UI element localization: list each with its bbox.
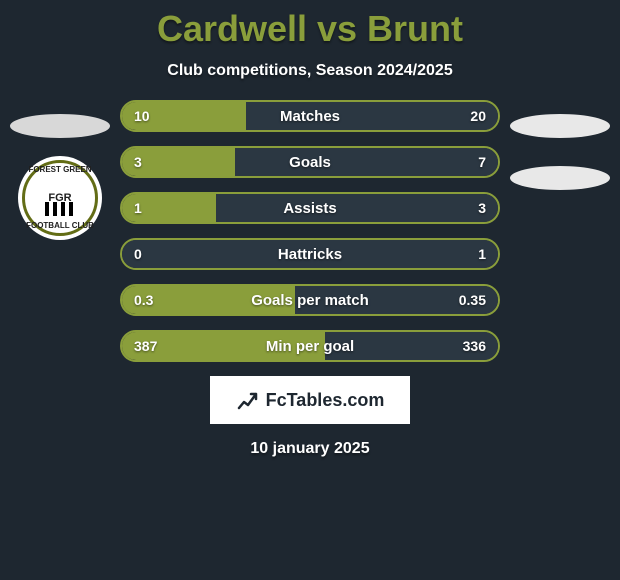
stat-label: Matches — [122, 102, 498, 130]
branding-badge: FcTables.com — [210, 376, 410, 424]
stat-row: 1020Matches — [120, 100, 500, 132]
team-logo-left: FOREST GREEN FGR FOOTBALL CLUB — [18, 156, 102, 240]
subtitle: Club competitions, Season 2024/2025 — [0, 62, 620, 80]
player-right-silhouette — [510, 114, 610, 138]
stat-row: 0.30.35Goals per match — [120, 284, 500, 316]
stat-label: Min per goal — [122, 332, 498, 360]
stat-label: Hattricks — [122, 240, 498, 268]
stat-row: 387336Min per goal — [120, 330, 500, 362]
stat-row: 37Goals — [120, 146, 500, 178]
player-left-silhouette — [10, 114, 110, 138]
logo-text-top: FOREST GREEN — [18, 166, 102, 175]
player-left-column: FOREST GREEN FGR FOOTBALL CLUB — [10, 100, 110, 240]
logo-text-bottom: FOOTBALL CLUB — [18, 221, 102, 230]
arrow-chart-icon — [236, 388, 260, 412]
stat-label: Assists — [122, 194, 498, 222]
team-logo-right-placeholder — [510, 166, 610, 190]
page-title: Cardwell vs Brunt — [0, 0, 620, 50]
stat-row: 01Hattricks — [120, 238, 500, 270]
logo-stripes — [45, 202, 75, 216]
stat-label: Goals per match — [122, 286, 498, 314]
stat-label: Goals — [122, 148, 498, 176]
brand-text: FcTables.com — [266, 390, 385, 411]
stats-bars: 1020Matches 37Goals 13Assists 01Hattricks 0.… — [120, 100, 500, 362]
date-text: 10 january 2025 — [0, 440, 620, 458]
player-right-column — [510, 100, 610, 190]
comparison-area: FOREST GREEN FGR FOOTBALL CLUB 1020Match… — [0, 100, 620, 362]
stat-row: 13Assists — [120, 192, 500, 224]
